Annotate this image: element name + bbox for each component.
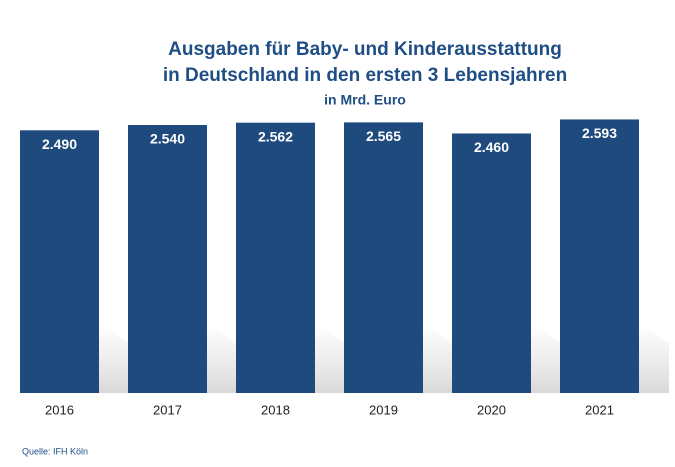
x-tick-label: 2019 xyxy=(369,402,398,417)
source: Quelle: IFH Köln xyxy=(22,446,88,456)
bar xyxy=(20,130,99,393)
bar xyxy=(344,122,423,393)
value-label: 2.562 xyxy=(258,128,293,144)
value-label: 2.593 xyxy=(582,125,617,141)
chart-title: Ausgaben für Baby- und Kinderausstattung xyxy=(168,39,562,60)
value-label: 2.460 xyxy=(474,139,509,155)
x-tick-label: 2017 xyxy=(153,402,182,417)
chart-title: in Deutschland in den ersten 3 Lebensjah… xyxy=(163,65,567,86)
x-tick-label: 2016 xyxy=(45,402,74,417)
bar xyxy=(452,133,531,393)
bar-shadow xyxy=(207,323,237,393)
chart-subtitle: in Mrd. Euro xyxy=(324,92,406,108)
value-label: 2.540 xyxy=(150,131,185,147)
x-tick-label: 2020 xyxy=(477,402,506,417)
bar xyxy=(560,119,639,393)
value-label: 2.565 xyxy=(366,128,401,144)
bar-shadow xyxy=(423,323,453,393)
bar-shadow xyxy=(99,323,129,393)
bar xyxy=(236,122,315,394)
bar-shadow xyxy=(531,323,561,393)
value-label: 2.490 xyxy=(42,136,77,152)
x-tick-label: 2021 xyxy=(585,402,614,417)
x-tick-label: 2018 xyxy=(261,402,290,417)
bar-shadow xyxy=(639,323,669,393)
bar xyxy=(128,125,207,393)
bar-shadow xyxy=(315,323,345,393)
